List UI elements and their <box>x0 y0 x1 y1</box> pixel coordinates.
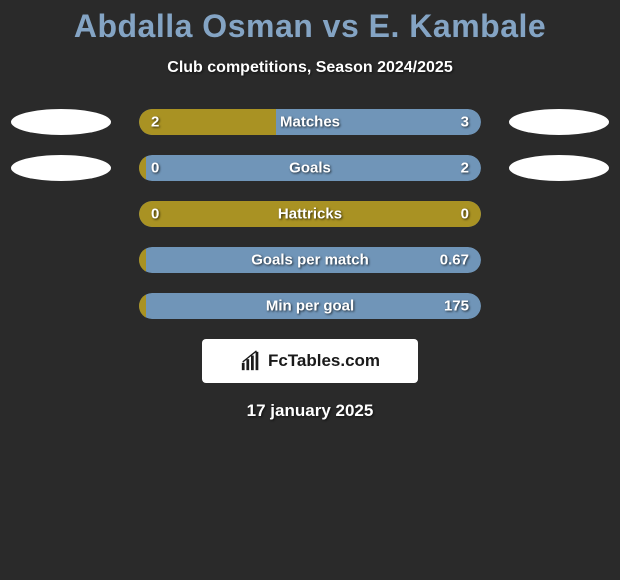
stat-value-right: 0 <box>461 206 469 223</box>
stat-row: Goals0 2 <box>0 155 620 181</box>
stat-rows-container: Matches23Goals02Hattricks00Goals per mat… <box>0 109 620 319</box>
stat-row: Matches2 3 <box>0 109 620 135</box>
stat-bar: Min per goal175 <box>139 293 481 319</box>
stat-value-left: 0 <box>151 206 159 223</box>
stat-value-left: 2 <box>151 114 159 131</box>
player-right-ellipse <box>509 109 609 135</box>
logo-text: FcTables.com <box>268 351 380 371</box>
page-title: Abdalla Osman vs E. Kambale <box>0 8 620 45</box>
stat-label: Matches <box>139 114 481 131</box>
stat-label: Min per goal <box>139 298 481 315</box>
stat-row: Goals per match0.67 <box>0 247 620 273</box>
stat-value-right: 3 <box>461 114 469 131</box>
stat-label: Goals per match <box>139 252 481 269</box>
stat-value-right: 0.67 <box>440 252 469 269</box>
player-left-ellipse <box>11 109 111 135</box>
stat-value-left: 0 <box>151 160 159 177</box>
fctables-logo: FcTables.com <box>202 339 418 383</box>
player-left-ellipse <box>11 155 111 181</box>
subtitle: Club competitions, Season 2024/2025 <box>0 59 620 77</box>
stat-value-right: 175 <box>444 298 469 315</box>
chart-icon <box>240 350 262 372</box>
stat-bar: Goals0 2 <box>139 155 481 181</box>
stat-row: Hattricks0 0 <box>0 201 620 227</box>
stat-bar: Matches2 3 <box>139 109 481 135</box>
stat-bar: Hattricks0 0 <box>139 201 481 227</box>
stat-label: Hattricks <box>139 206 481 223</box>
player-right-ellipse <box>509 155 609 181</box>
date-label: 17 january 2025 <box>0 401 620 421</box>
comparison-infographic: Abdalla Osman vs E. Kambale Club competi… <box>0 0 620 421</box>
stat-value-right: 2 <box>461 160 469 177</box>
stat-label: Goals <box>139 160 481 177</box>
stat-bar: Goals per match0.67 <box>139 247 481 273</box>
stat-row: Min per goal175 <box>0 293 620 319</box>
